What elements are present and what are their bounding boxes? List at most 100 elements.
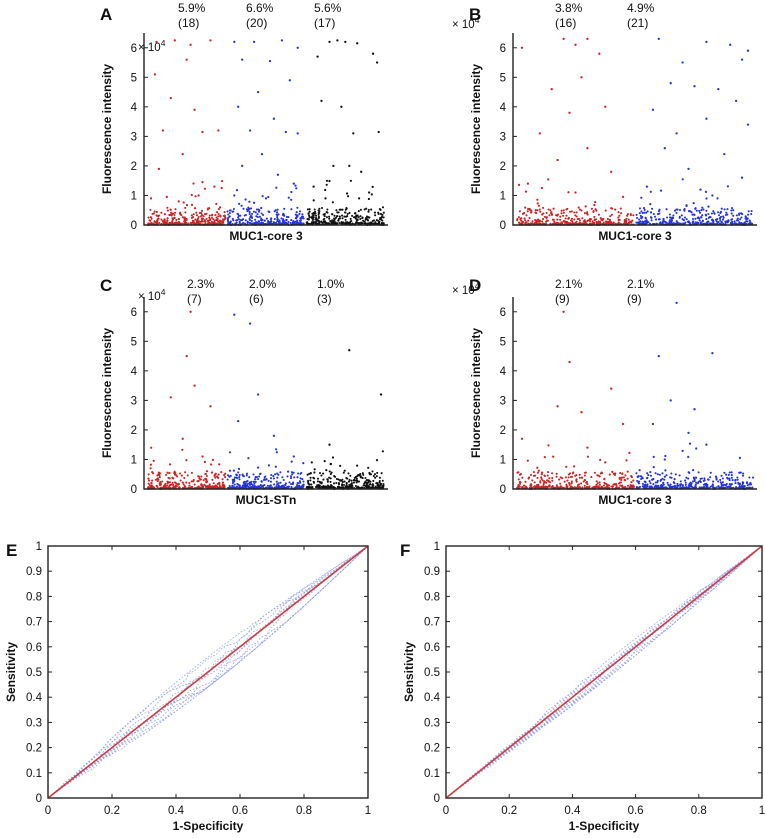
data-point	[688, 471, 691, 475]
data-point	[613, 483, 616, 486]
data-point	[333, 474, 336, 478]
data-point	[592, 210, 595, 213]
data-point	[356, 479, 359, 482]
data-point	[589, 218, 592, 221]
data-point	[382, 482, 385, 486]
data-point	[242, 481, 246, 484]
data-point	[150, 484, 153, 487]
data-point	[237, 467, 241, 470]
data-point	[233, 476, 236, 479]
data-point	[650, 485, 653, 488]
data-point	[675, 132, 678, 135]
data-point	[711, 486, 715, 489]
data-point	[211, 213, 214, 216]
data-point	[296, 132, 299, 135]
data-point	[347, 472, 350, 475]
data-point	[736, 478, 739, 481]
data-point	[371, 52, 375, 55]
data-point	[163, 213, 166, 216]
data-point	[726, 485, 729, 488]
data-point	[193, 108, 196, 111]
data-point	[531, 479, 534, 482]
data-point	[256, 90, 260, 94]
data-point	[720, 207, 723, 210]
data-point	[720, 474, 723, 477]
data-point	[342, 483, 346, 487]
data-point	[565, 483, 568, 486]
data-point	[635, 485, 638, 489]
y-tick-label: 2	[131, 425, 137, 437]
data-point	[147, 482, 150, 485]
panel-letter: B	[469, 5, 481, 24]
data-point	[746, 49, 750, 52]
data-point	[209, 219, 212, 222]
data-point	[169, 211, 173, 214]
y-axis-label: Fluorescence intensity	[469, 64, 483, 194]
data-point	[272, 475, 275, 478]
data-point	[536, 471, 539, 474]
data-point	[641, 482, 644, 485]
data-point	[657, 484, 660, 487]
data-point	[291, 482, 295, 485]
data-point	[318, 471, 322, 475]
data-point	[705, 117, 708, 120]
data-point	[306, 222, 310, 225]
data-point	[321, 221, 324, 224]
data-point	[357, 480, 361, 483]
data-point	[700, 215, 703, 219]
data-point	[290, 198, 293, 201]
data-point	[688, 221, 691, 224]
data-point	[258, 475, 261, 478]
data-point	[174, 482, 178, 485]
data-point	[738, 482, 742, 485]
data-point	[364, 217, 368, 220]
data-point	[736, 217, 739, 220]
data-point	[287, 216, 290, 219]
data-point	[687, 167, 690, 171]
data-point	[355, 215, 358, 218]
y-tick-label: 0.6	[424, 642, 440, 654]
data-point	[536, 484, 539, 487]
data-point	[568, 360, 571, 364]
data-point	[379, 393, 383, 396]
data-point	[244, 486, 247, 489]
data-point	[165, 195, 168, 199]
data-point	[694, 207, 697, 210]
y-tick-label: 3	[500, 395, 506, 407]
data-point	[181, 216, 184, 219]
data-point	[222, 219, 225, 222]
data-point	[284, 484, 287, 487]
data-point	[162, 221, 165, 224]
data-point	[645, 211, 648, 214]
data-point	[147, 486, 150, 489]
data-point	[354, 212, 357, 215]
data-point	[620, 212, 623, 215]
data-point	[197, 475, 200, 478]
data-point	[363, 222, 366, 225]
data-point	[703, 477, 706, 480]
y-tick-label: 4	[131, 366, 138, 378]
data-point	[218, 484, 221, 487]
data-point	[265, 217, 268, 220]
data-point	[566, 485, 569, 488]
data-point	[541, 222, 544, 225]
data-point	[672, 222, 675, 225]
data-point	[578, 219, 582, 222]
data-point	[528, 476, 531, 479]
data-point	[291, 473, 294, 476]
data-point	[582, 220, 585, 223]
data-point	[307, 481, 310, 484]
y-tick-label: 0.1	[26, 768, 42, 780]
data-point	[298, 210, 302, 213]
data-point	[538, 132, 541, 135]
data-point	[174, 208, 177, 211]
data-point	[343, 215, 346, 218]
data-point	[540, 476, 543, 479]
data-point	[635, 472, 638, 475]
x-axis-label: MUC1-core 3	[229, 229, 303, 243]
data-point	[621, 472, 624, 476]
data-point	[232, 207, 235, 211]
data-point	[726, 208, 729, 211]
data-point	[574, 191, 577, 194]
data-point	[556, 218, 559, 221]
